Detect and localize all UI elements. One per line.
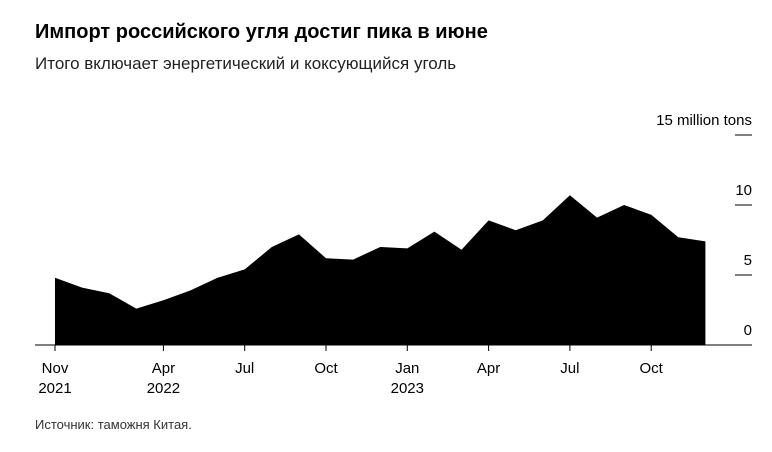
x-tick-label-line: Jan [395, 360, 419, 377]
x-tick-label-line: Apr [152, 360, 175, 377]
x-tick-label: Apr 2022 [147, 360, 180, 397]
x-tick-label: Apr [477, 360, 500, 377]
x-tick-label: Oct [314, 360, 338, 377]
y-tick-label: 15 million tons [656, 112, 752, 129]
x-tick-label-line: 2022 [147, 380, 180, 397]
y-tick-label: 10 [735, 182, 752, 199]
y-tick-label: 5 [744, 252, 752, 269]
chart-subtitle: Итого включает энергетический и коксующи… [35, 54, 456, 73]
chart-title: Импорт российского угля достиг пика в ию… [35, 21, 488, 43]
x-tick-label: Jul [235, 360, 254, 377]
x-tick-label-line: 2023 [391, 380, 424, 397]
x-tick-label: Jul [560, 360, 579, 377]
x-tick-label-line: Nov [42, 360, 69, 377]
x-tick-label: Oct [640, 360, 664, 377]
x-tick-label: Nov 2021 [38, 360, 71, 397]
area [55, 195, 706, 345]
y-tick-label: 0 [744, 322, 752, 339]
x-tick-label-line: 2021 [38, 380, 71, 397]
x-tick-label: Jan 2023 [391, 360, 424, 397]
source: Источник: таможня Китая. [35, 417, 192, 432]
